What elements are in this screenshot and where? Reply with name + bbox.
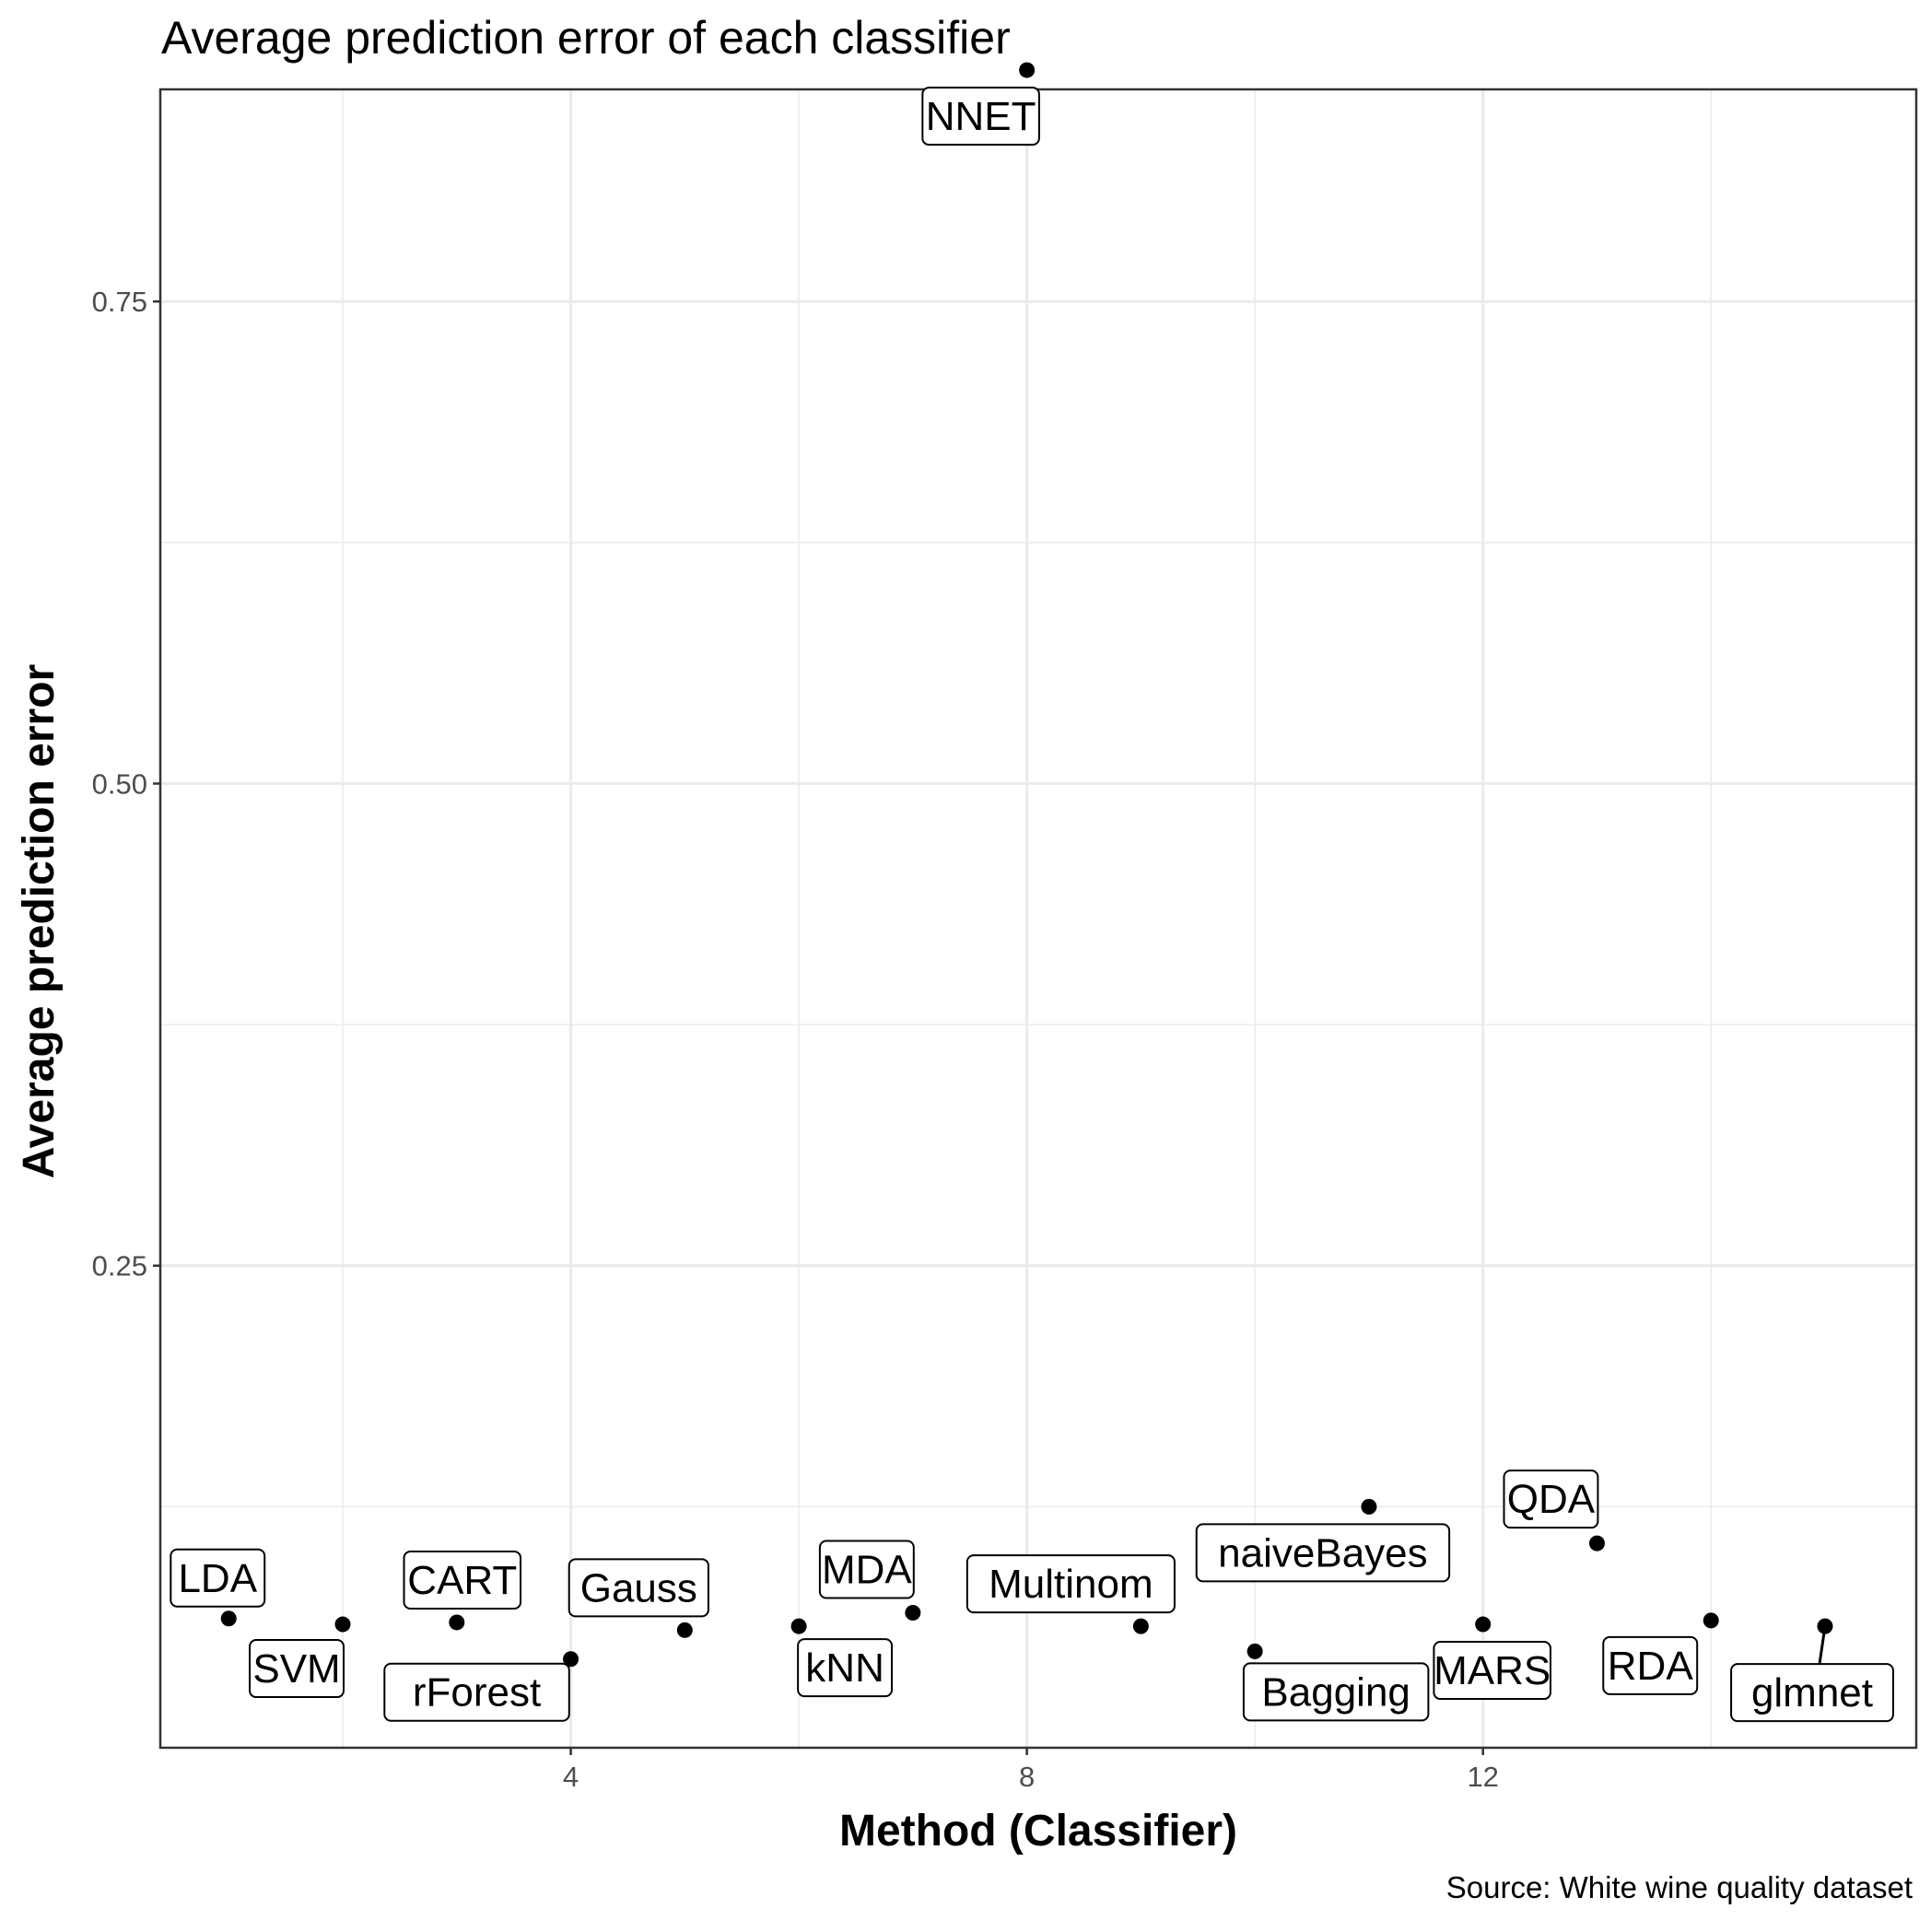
data-point	[676, 1622, 693, 1638]
data-point	[1703, 1612, 1719, 1629]
point-label: kNN	[805, 1645, 884, 1691]
point-label-box	[1730, 1663, 1894, 1723]
point-label-box	[383, 1662, 570, 1722]
data-point	[905, 1604, 921, 1621]
data-point	[334, 1616, 351, 1633]
point-label: rForest	[413, 1670, 541, 1715]
data-point	[1475, 1616, 1492, 1633]
mark-layer	[220, 62, 1833, 1668]
caption: Source: White wine quality dataset	[1445, 1870, 1913, 1904]
data-point	[790, 1618, 807, 1634]
point-label-box	[1433, 1641, 1551, 1701]
point-label-box	[568, 1558, 709, 1618]
point-label: RDA	[1608, 1644, 1694, 1689]
grid-layer	[160, 89, 1916, 1748]
point-label: glmnet	[1751, 1670, 1873, 1715]
point-label: SVM	[252, 1646, 340, 1692]
x-tick-label: 12	[1467, 1761, 1498, 1793]
point-label: Multinom	[989, 1562, 1153, 1607]
data-point	[449, 1614, 465, 1631]
point-label-box	[797, 1638, 894, 1698]
data-point	[1132, 1618, 1149, 1634]
y-tick-label: 0.75	[92, 286, 147, 318]
y-tick-label: 0.50	[92, 767, 147, 800]
panel-background	[160, 89, 1916, 1748]
data-point	[220, 1610, 237, 1627]
y-tick-label: 0.25	[92, 1250, 147, 1282]
x-axis-title: Method (Classifier)	[839, 1807, 1237, 1856]
point-label-box	[1503, 1469, 1599, 1529]
point-label-box	[249, 1639, 345, 1699]
point-label: CART	[407, 1558, 517, 1603]
chart-title: Average prediction error of each classif…	[161, 12, 1011, 64]
data-point	[1588, 1535, 1605, 1551]
point-label-box	[1242, 1662, 1430, 1722]
y-axis-title: Average prediction error	[15, 664, 64, 1178]
x-tick-label: 4	[563, 1761, 579, 1793]
point-label-box	[818, 1540, 915, 1599]
point-label: naiveBayes	[1218, 1530, 1427, 1575]
point-label-box	[966, 1554, 1176, 1614]
point-label: LDA	[178, 1556, 257, 1601]
point-label: MDA	[822, 1547, 912, 1592]
x-tick-label: 8	[1019, 1761, 1035, 1793]
label-layer: LDA SVM CART rForest Gauss kNN MDA NNET Multinom…	[170, 87, 1894, 1723]
data-point	[563, 1651, 579, 1668]
point-label: MARS	[1434, 1648, 1551, 1693]
data-point	[1246, 1643, 1263, 1659]
point-label: Gauss	[580, 1565, 697, 1610]
point-label-box	[1602, 1635, 1699, 1695]
point-label-box	[170, 1548, 266, 1608]
label-connector	[1818, 1625, 1827, 1665]
data-point	[1361, 1498, 1377, 1515]
point-label: NNET	[926, 94, 1036, 139]
point-label-box	[1195, 1523, 1451, 1583]
data-point	[1019, 62, 1036, 78]
point-label-box	[403, 1550, 522, 1610]
point-label: Bagging	[1261, 1669, 1410, 1715]
point-label: QDA	[1507, 1477, 1596, 1522]
point-label-box	[921, 87, 1040, 146]
